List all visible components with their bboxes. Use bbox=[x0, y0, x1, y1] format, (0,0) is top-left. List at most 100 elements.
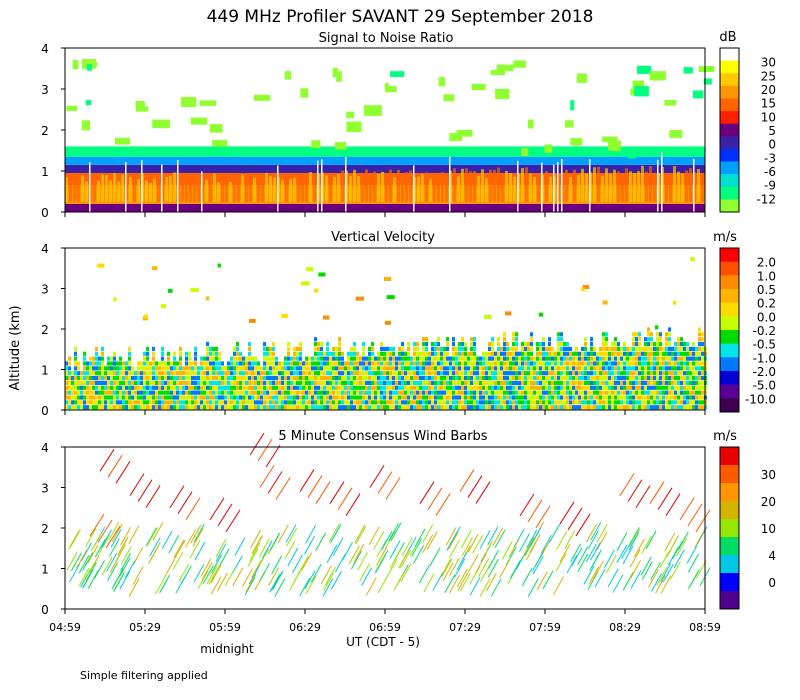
velocity-cell bbox=[104, 366, 107, 371]
snr-texture bbox=[453, 168, 456, 202]
velocity-cell bbox=[497, 346, 500, 352]
velocity-cell bbox=[329, 395, 332, 400]
wind-barb bbox=[536, 571, 548, 591]
velocity-cell bbox=[647, 375, 650, 381]
velocity-cell bbox=[188, 385, 191, 390]
velocity-cell bbox=[689, 400, 692, 405]
velocity-cell bbox=[371, 341, 374, 347]
velocity-cell bbox=[635, 395, 638, 400]
velocity-cell bbox=[623, 366, 626, 371]
velocity-cell bbox=[158, 405, 161, 410]
velocity-cell bbox=[698, 375, 701, 381]
velocity-cell bbox=[524, 380, 527, 386]
velocity-cell bbox=[323, 375, 326, 381]
velocity-cell bbox=[584, 341, 587, 347]
velocity-cell bbox=[503, 385, 506, 390]
velocity-cell bbox=[236, 405, 239, 410]
velocity-cell bbox=[65, 405, 68, 410]
velocity-cell bbox=[521, 395, 524, 400]
snr-texture bbox=[673, 166, 676, 202]
velocity-cell bbox=[584, 400, 587, 405]
velocity-cell bbox=[173, 405, 176, 410]
velocity-cell bbox=[263, 371, 266, 376]
velocity-cell bbox=[398, 390, 401, 395]
velocity-cell bbox=[389, 356, 392, 361]
velocity-cell bbox=[527, 366, 530, 371]
velocity-cell bbox=[464, 361, 467, 366]
velocity-cell bbox=[389, 390, 392, 395]
velocity-cell bbox=[308, 371, 311, 376]
velocity-cell bbox=[248, 341, 251, 347]
velocity-cell bbox=[437, 346, 440, 352]
velocity-cell bbox=[404, 380, 407, 386]
velocity-cell bbox=[647, 327, 650, 332]
velocity-cell bbox=[512, 385, 515, 390]
velocity-cell bbox=[272, 380, 275, 386]
velocity-cell bbox=[83, 380, 86, 386]
velocity-patch bbox=[384, 320, 391, 325]
velocity-cell bbox=[236, 351, 239, 356]
velocity-cell bbox=[509, 356, 512, 361]
velocity-cell bbox=[446, 385, 449, 390]
velocity-cell bbox=[536, 366, 539, 371]
wind-barb bbox=[197, 570, 209, 589]
velocity-cell bbox=[413, 371, 416, 376]
velocity-cell bbox=[677, 390, 680, 395]
wind-barb bbox=[164, 558, 176, 577]
velocity-cell bbox=[461, 361, 464, 366]
velocity-cell bbox=[557, 351, 560, 356]
snr-texture bbox=[689, 168, 692, 202]
velocity-cell bbox=[338, 351, 341, 356]
velocity-cell bbox=[632, 356, 635, 361]
velocity-cell bbox=[548, 395, 551, 400]
velocity-cell bbox=[662, 366, 665, 371]
velocity-cell bbox=[638, 405, 641, 410]
wind-barb bbox=[662, 563, 674, 583]
velocity-cell bbox=[464, 351, 467, 356]
velocity-cell bbox=[248, 390, 251, 395]
velocity-cell bbox=[98, 356, 101, 361]
wind-barb bbox=[268, 567, 279, 587]
velocity-cell bbox=[620, 380, 623, 386]
velocity-cell bbox=[437, 375, 440, 381]
velocity-cell bbox=[167, 395, 170, 400]
velocity-cell bbox=[605, 405, 608, 410]
velocity-cell bbox=[248, 361, 251, 366]
velocity-panel: Vertical Velocity m/s 2.01.00.50.20.0-0.… bbox=[41, 230, 776, 418]
velocity-cell bbox=[410, 390, 413, 395]
velocity-cell bbox=[629, 361, 632, 366]
velocity-cell bbox=[311, 395, 314, 400]
velocity-cell bbox=[77, 375, 80, 381]
velocity-cell bbox=[419, 356, 422, 361]
velocity-cell bbox=[248, 351, 251, 356]
velocity-cell bbox=[578, 375, 581, 381]
velocity-cell bbox=[530, 332, 533, 337]
velocity-cell bbox=[671, 361, 674, 366]
wind-barb bbox=[460, 529, 472, 549]
wind-barb bbox=[492, 527, 504, 547]
velocity-cell bbox=[605, 361, 608, 366]
snr-texture bbox=[617, 171, 620, 202]
velocity-cell bbox=[596, 361, 599, 366]
wind-barb bbox=[175, 574, 187, 594]
velocity-cell bbox=[671, 366, 674, 371]
velocity-cell bbox=[431, 366, 434, 371]
velocity-cell bbox=[323, 395, 326, 400]
velocity-cell bbox=[644, 361, 647, 366]
velocity-cell bbox=[677, 375, 680, 381]
velocity-cell bbox=[521, 361, 524, 366]
velocity-cell bbox=[341, 385, 344, 390]
velocity-cell bbox=[110, 361, 113, 366]
velocity-cell bbox=[698, 371, 701, 376]
wind-barb bbox=[119, 570, 131, 590]
colorbar-label: 10 bbox=[761, 522, 776, 536]
velocity-cell bbox=[98, 390, 101, 395]
velocity-cell bbox=[629, 351, 632, 356]
velocity-cell bbox=[458, 371, 461, 376]
velocity-cell bbox=[518, 390, 521, 395]
velocity-cell bbox=[158, 395, 161, 400]
velocity-cell bbox=[590, 395, 593, 400]
velocity-cell bbox=[557, 395, 560, 400]
velocity-cell bbox=[152, 405, 155, 410]
velocity-cell bbox=[449, 405, 452, 410]
